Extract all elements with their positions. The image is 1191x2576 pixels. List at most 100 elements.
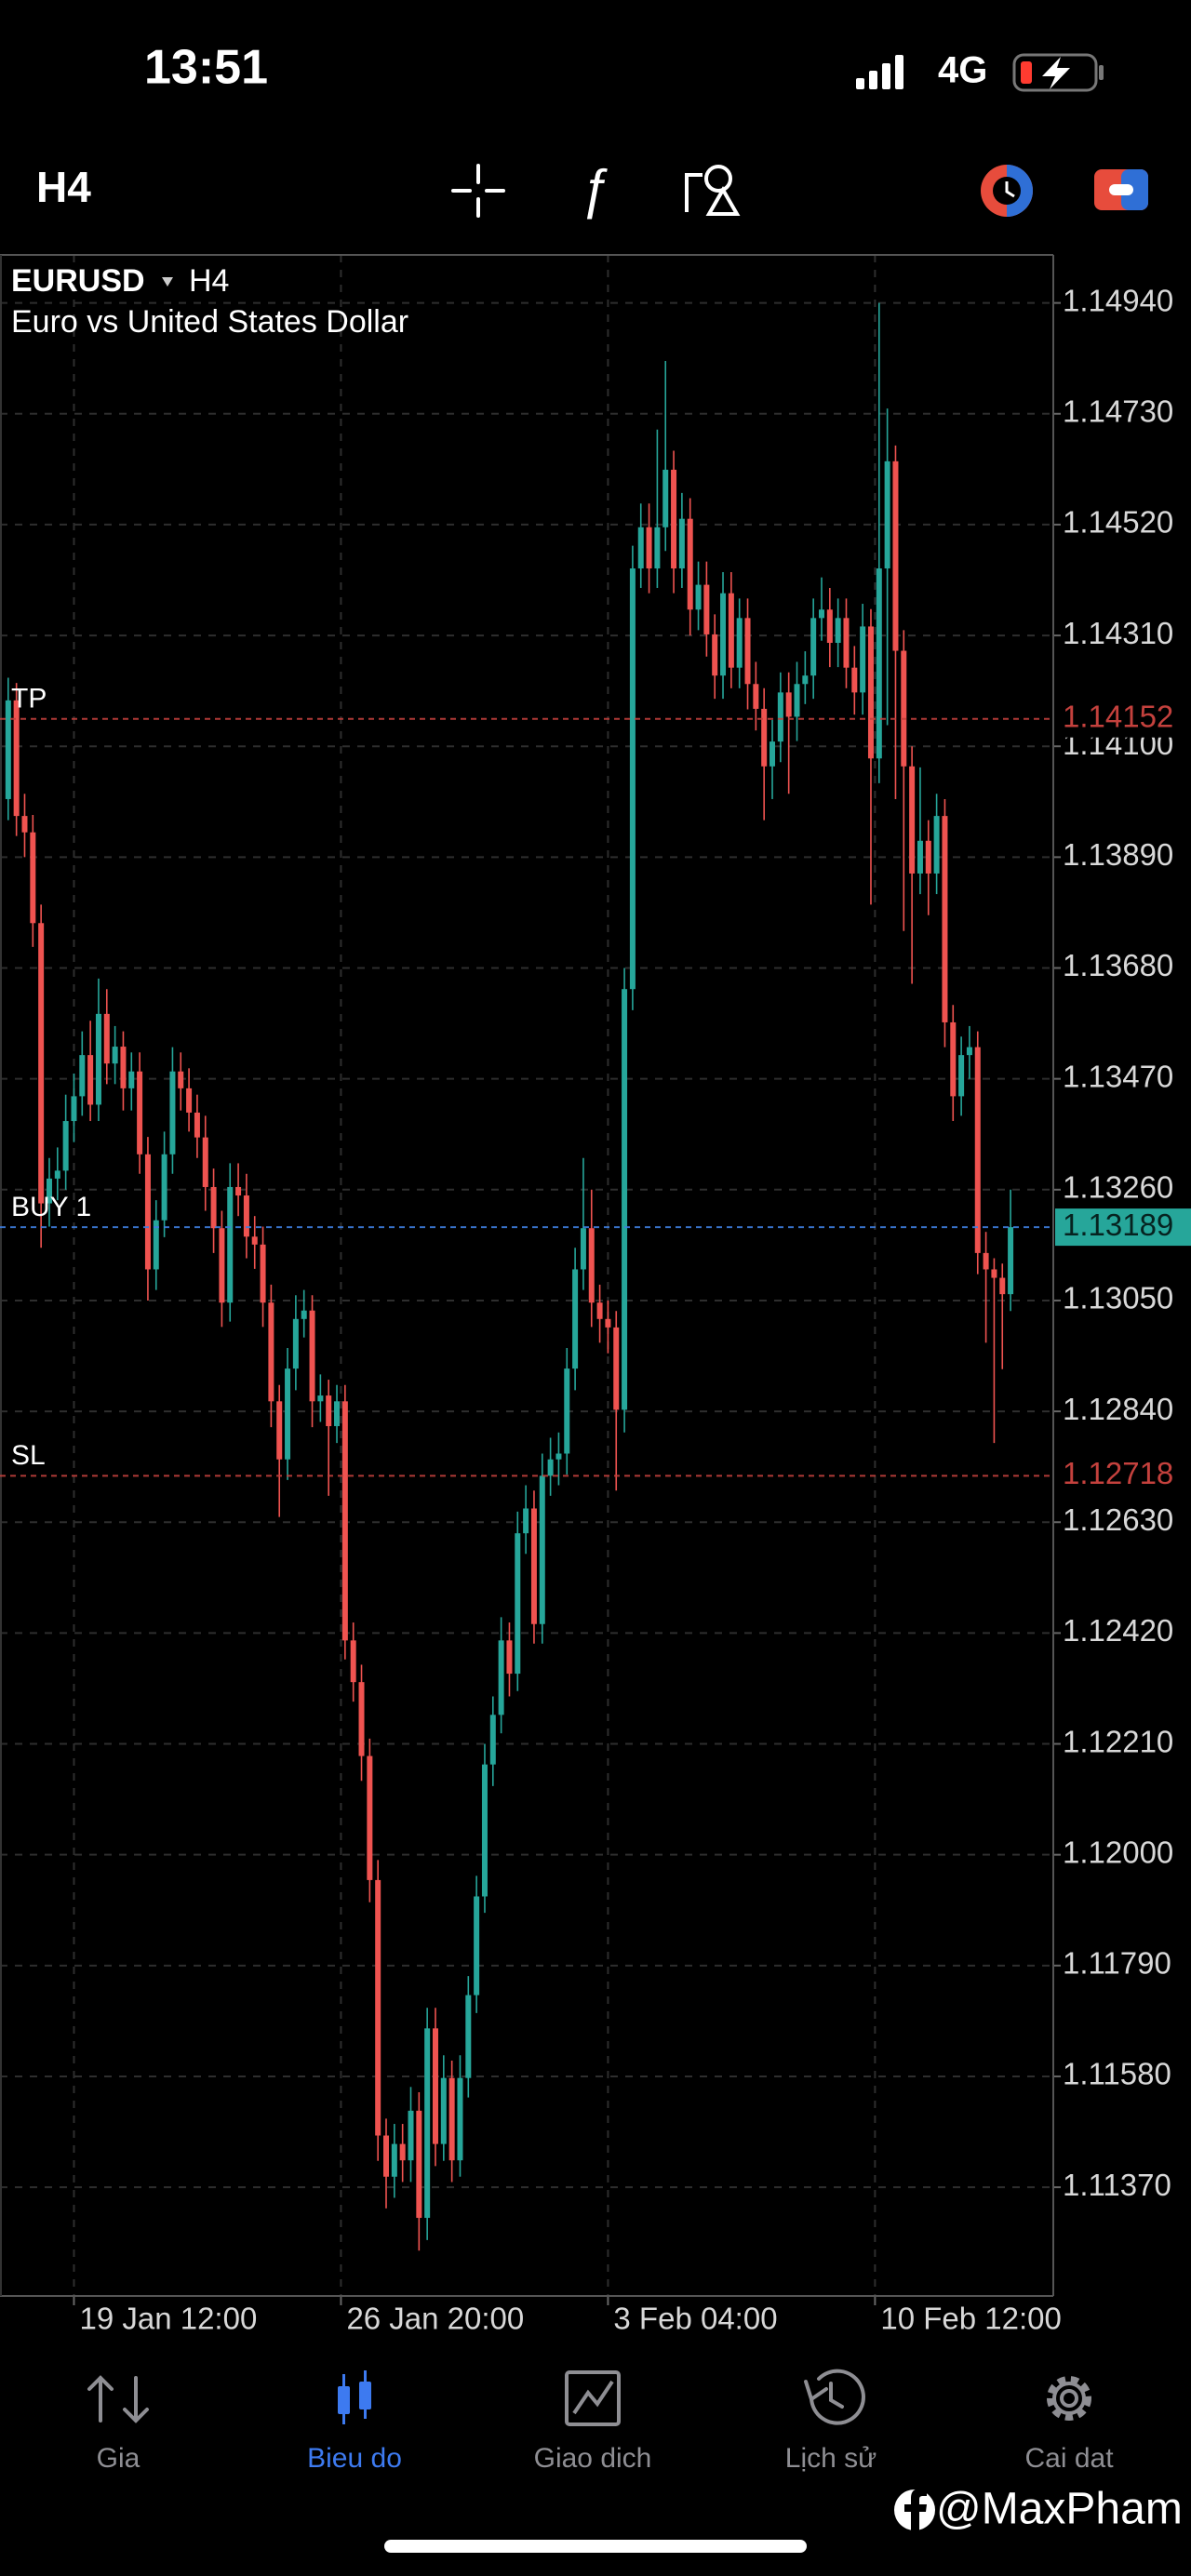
trade-status-button[interactable] (981, 165, 1033, 217)
crosshair-button[interactable] (451, 164, 505, 218)
candle-body (62, 1121, 69, 1171)
candle-body (169, 1071, 176, 1155)
candle-body (876, 568, 882, 759)
candle-body (933, 816, 940, 874)
candle-body (942, 816, 948, 1022)
candle-body (506, 1640, 513, 1675)
candle-body (5, 700, 11, 799)
tab-icon-chart[interactable] (338, 2370, 371, 2424)
x-tick-label: 3 Feb 04:00 (613, 2302, 777, 2336)
tab-bar: Gia Bieu do Giao dich Lịch sử Cai dat (97, 2443, 1115, 2474)
candle-body (178, 1071, 184, 1088)
candle-body (983, 1252, 989, 1270)
y-tick-label: 1.11580 (1063, 2057, 1171, 2091)
signal-icon (856, 55, 903, 89)
tab-icon-trade[interactable] (565, 2370, 621, 2426)
candle-body (884, 460, 890, 569)
candle-body (317, 1395, 324, 1402)
indicators-button[interactable]: ƒ (580, 158, 609, 219)
candle-body (712, 634, 718, 676)
candle-body (785, 692, 792, 717)
candle-body (622, 989, 628, 1410)
candle-body (637, 527, 644, 569)
tab-icon-quotes[interactable] (87, 2375, 149, 2423)
candle-body (950, 1021, 957, 1097)
status-time: 13:51 (144, 41, 268, 95)
candle-body (243, 1195, 249, 1237)
candle-body (613, 1327, 620, 1410)
battery-icon (1012, 53, 1104, 92)
candle-body (629, 568, 636, 990)
candle-body (564, 1368, 570, 1454)
y-tick-label: 1.12840 (1063, 1392, 1173, 1426)
candle-body (260, 1244, 266, 1303)
tab-label[interactable]: Cai dat (1024, 2443, 1114, 2474)
timeframe-button[interactable]: H4 (36, 163, 91, 211)
tab-label[interactable]: Bieu do (307, 2443, 402, 2474)
candle-body (186, 1088, 193, 1113)
candle-body (703, 584, 710, 634)
y-tick-label: 1.13680 (1063, 948, 1173, 982)
candle-body (416, 2110, 422, 2219)
candle-body (794, 684, 800, 717)
candle-body (810, 618, 817, 676)
tab-label[interactable]: Lịch sử (785, 2443, 877, 2474)
candle-body (646, 527, 652, 569)
y-tick-label: 1.14940 (1063, 283, 1173, 317)
candle-body (358, 1682, 365, 1756)
candle-body (292, 1318, 299, 1369)
candle-body (474, 1896, 480, 1995)
candle-body (547, 1459, 554, 1476)
candle-body (860, 626, 866, 693)
one-click-button[interactable] (1094, 169, 1148, 210)
y-tick-label: 1.12000 (1063, 1835, 1173, 1869)
tab-label[interactable]: Giao dich (534, 2443, 652, 2474)
symbol-dropdown-icon (162, 277, 173, 287)
candle-body (128, 1071, 135, 1088)
candle-body (71, 1096, 77, 1122)
candle-body (530, 1508, 537, 1624)
tab-label[interactable]: Gia (97, 2443, 141, 2474)
candle-body (383, 2135, 390, 2177)
candle-body (38, 923, 45, 1204)
candle-body (457, 2077, 463, 2161)
candle-body (424, 2028, 431, 2219)
level-price: 1.14152 (1063, 699, 1173, 733)
candle-body (341, 1401, 348, 1641)
candle-body (555, 1453, 562, 1460)
x-tick-label: 19 Jan 12:00 (79, 2302, 257, 2336)
y-tick-label: 1.12420 (1063, 1613, 1173, 1648)
candle-body (572, 1269, 579, 1369)
y-tick-label: 1.13470 (1063, 1059, 1173, 1093)
candle-body (588, 1228, 595, 1303)
chart-symbol[interactable]: EURUSD (11, 263, 145, 299)
candle-body (835, 618, 841, 644)
candle-body (334, 1401, 341, 1426)
candle-body (465, 1995, 472, 2078)
candle-body (744, 618, 751, 685)
candle-body (235, 1186, 242, 1196)
candle-body (301, 1310, 307, 1319)
y-tick-label: 1.13260 (1063, 1170, 1173, 1205)
home-indicator (384, 2540, 807, 2553)
network-type: 4G (938, 50, 987, 91)
candle-body (671, 469, 677, 569)
candle-body (736, 618, 743, 668)
candle-body (605, 1318, 611, 1328)
y-tick-label: 1.13890 (1063, 837, 1173, 872)
objects-button[interactable] (685, 165, 741, 216)
candle-body (489, 1715, 496, 1765)
y-tick-label: 1.12210 (1063, 1724, 1173, 1758)
chart-timeframe: H4 (189, 263, 229, 299)
candle-body (202, 1137, 208, 1187)
candle-body (227, 1186, 234, 1303)
chart-description: Euro vs United States Dollar (11, 304, 408, 340)
tab-icon-history[interactable] (804, 2369, 865, 2425)
y-tick-label: 1.12630 (1063, 1502, 1173, 1537)
candle-body (326, 1395, 332, 1426)
candle-body (892, 460, 899, 651)
candle-body (268, 1302, 274, 1402)
tab-icon-settings[interactable] (1047, 2376, 1091, 2421)
candle-body (54, 1170, 60, 1179)
candle-body (432, 2028, 438, 2144)
